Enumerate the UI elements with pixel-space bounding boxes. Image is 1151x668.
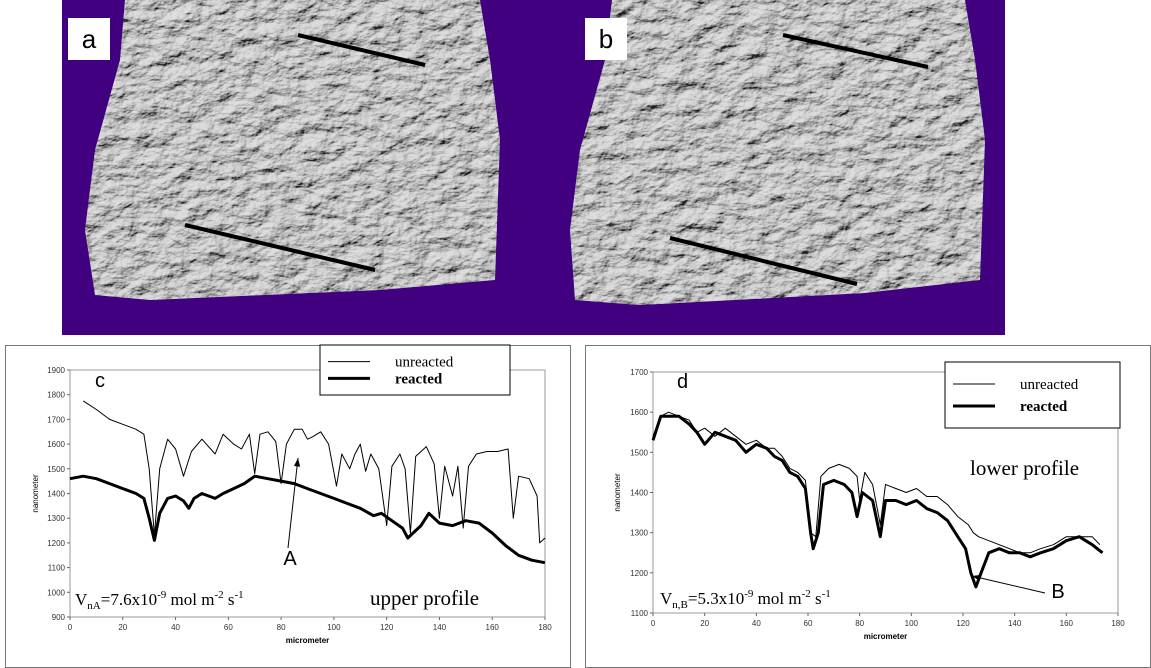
- x-tick-label: 120: [380, 623, 394, 632]
- legend-label: unreacted: [1020, 377, 1079, 393]
- rate-label-part: V: [75, 590, 88, 609]
- annotation-arrow: [971, 575, 1046, 594]
- profile-line: [782, 33, 929, 69]
- rate-label-part: =5.3x10: [688, 589, 744, 608]
- y-tick-label: 1300: [630, 529, 648, 538]
- y-tick-label: 1700: [47, 415, 65, 424]
- panel-label: a: [82, 24, 97, 54]
- y-tick-label: 1600: [630, 408, 648, 417]
- x-tick-label: 160: [1060, 619, 1074, 628]
- x-axis-label: micrometer: [864, 632, 908, 641]
- profile-line: [184, 223, 376, 272]
- y-axis-label: nanometer: [31, 474, 40, 513]
- legend-label: unreacted: [395, 355, 454, 371]
- rate-label-part: =7.6x10: [101, 590, 157, 609]
- plot-area: [69, 369, 546, 618]
- x-tick-label: 60: [804, 619, 813, 628]
- rate-label-part: mol m: [753, 589, 801, 608]
- profile-line: [669, 236, 858, 286]
- rate-label-part: -9: [157, 589, 167, 601]
- x-tick-label: 20: [700, 619, 709, 628]
- profile-label: lower profile: [970, 456, 1079, 480]
- y-tick-label: 1900: [47, 366, 65, 375]
- x-tick-label: 180: [1111, 619, 1125, 628]
- y-tick-label: 1200: [47, 539, 65, 548]
- x-tick-label: 60: [224, 623, 233, 632]
- profile-label: upper profile: [370, 586, 479, 610]
- x-axis-label: micrometer: [286, 636, 330, 645]
- profile-line: [297, 33, 426, 67]
- legend-box: [319, 344, 511, 396]
- rate-label: VnA=7.6x10-9 mol m-2 s-1: [75, 589, 244, 612]
- x-tick-label: 100: [327, 623, 341, 632]
- series-line: [651, 414, 1104, 589]
- y-tick-label: 1400: [630, 489, 648, 498]
- rate-label-part: nA: [87, 600, 101, 612]
- rate-label-part: -9: [744, 588, 754, 600]
- x-tick-label: 80: [855, 619, 864, 628]
- panel-label: c: [95, 370, 105, 392]
- x-tick-label: 120: [956, 619, 970, 628]
- surface-image-a: [85, 0, 500, 300]
- x-tick-label: 160: [486, 623, 500, 632]
- y-tick-label: 1000: [47, 588, 65, 597]
- y-tick-label: 1100: [631, 609, 649, 618]
- y-tick-label: 1600: [47, 440, 65, 449]
- y-tick-label: 1100: [48, 564, 66, 573]
- x-tick-label: 140: [1008, 619, 1022, 628]
- y-tick-label: 1200: [630, 569, 648, 578]
- y-tick-label: 1800: [47, 391, 65, 400]
- panel-label: d: [677, 371, 688, 393]
- x-tick-label: 0: [68, 623, 73, 632]
- arrow-head: [293, 458, 301, 467]
- panel-label-box: [585, 18, 627, 60]
- x-tick-label: 180: [538, 623, 552, 632]
- x-tick-label: 80: [277, 623, 286, 632]
- y-tick-label: 1400: [47, 490, 65, 499]
- rate-label-part: V: [660, 589, 673, 608]
- x-tick-label: 40: [171, 623, 180, 632]
- rate-label-part: -1: [234, 589, 243, 601]
- y-axis-label: nanometer: [613, 473, 622, 512]
- rate-label-part: s: [224, 590, 235, 609]
- point-label: A: [283, 548, 297, 570]
- legend-label: reacted: [395, 371, 443, 387]
- x-tick-label: 100: [905, 619, 919, 628]
- point-label: B: [1051, 581, 1064, 603]
- x-tick-label: 0: [651, 619, 656, 628]
- arrow-head: [972, 574, 981, 581]
- series-line: [69, 474, 546, 565]
- rate-label-part: mol m: [166, 590, 214, 609]
- y-tick-label: 1700: [630, 368, 648, 377]
- y-tick-label: 1500: [47, 465, 65, 474]
- annotation-arrow: [287, 457, 299, 549]
- legend-label: reacted: [1020, 399, 1068, 415]
- x-tick-label: 40: [752, 619, 761, 628]
- x-tick-label: 140: [433, 623, 447, 632]
- rate-label-part: s: [811, 589, 822, 608]
- rate-label-part: n,B: [672, 599, 688, 611]
- rate-label-part: -1: [822, 588, 831, 600]
- panel-label: b: [599, 24, 613, 54]
- series-line: [82, 400, 546, 544]
- rate-label-part: -2: [802, 588, 811, 600]
- rate-label: Vn,B=5.3x10-9 mol m-2 s-1: [660, 588, 831, 611]
- panel-label-box: [68, 18, 110, 60]
- legend-box: [944, 361, 1121, 429]
- x-tick-label: 20: [118, 623, 127, 632]
- y-tick-label: 900: [52, 613, 66, 622]
- y-tick-label: 1300: [47, 514, 65, 523]
- surface-image-b: [570, 0, 985, 305]
- y-tick-label: 1500: [630, 448, 648, 457]
- rate-label-part: -2: [214, 589, 223, 601]
